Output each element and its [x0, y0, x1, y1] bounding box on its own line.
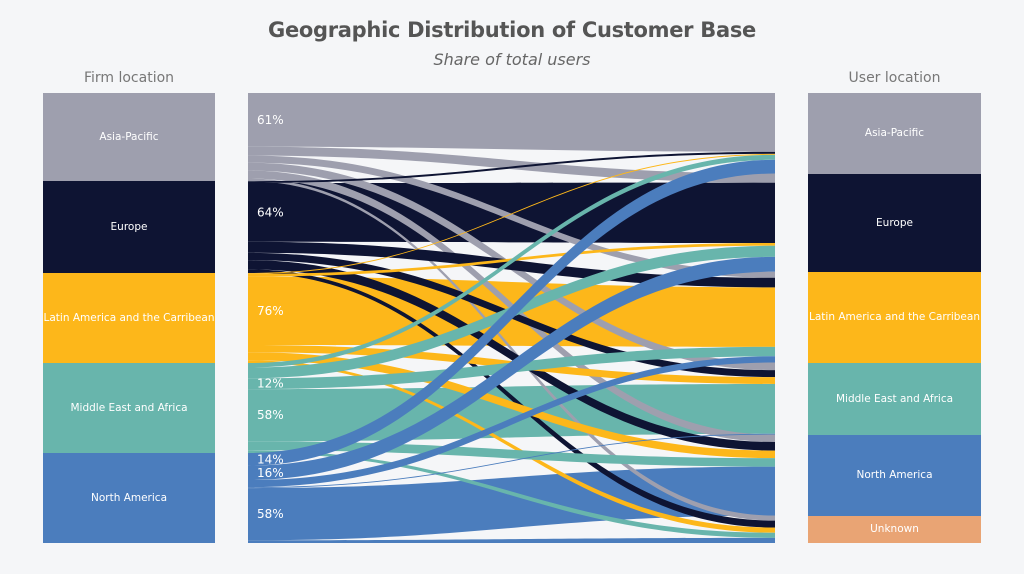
- flow-ap-to-un: [248, 178, 775, 521]
- flow-eu-to-la: [248, 241, 775, 288]
- flow-la-to-un: [248, 360, 775, 533]
- flow-label-me-to-me: 58%: [257, 408, 284, 422]
- flow-eu-to-ap: [248, 151, 775, 184]
- firm-region-la: Latin America and the Carribean: [43, 273, 215, 363]
- user-region-na: North America: [808, 434, 981, 516]
- sankey-flows: 61% 64% 76% 58% 12% 14%16% 58%: [248, 93, 775, 543]
- user-region-ap: Asia-Pacific: [808, 93, 981, 174]
- user-region-un: Unknown: [808, 515, 981, 543]
- user-location-column: Asia-Pacific Europe Latin America and the …: [808, 93, 981, 543]
- flow-ap-to-na: [248, 170, 775, 442]
- flow-me-to-me: [248, 383, 775, 442]
- flow-na-to-me: [248, 433, 775, 489]
- flow-eu-to-un: [248, 269, 775, 528]
- flow-label-eu-to-eu: 64%: [257, 205, 284, 219]
- firm-region-ap: Asia-Pacific: [43, 93, 215, 182]
- flow-la-to-na: [248, 352, 775, 459]
- flow-me-to-un: [248, 450, 775, 538]
- firm-location-header: Firm location: [83, 70, 175, 86]
- flow-ap-to-ap: [248, 93, 775, 152]
- flow-label-la-to-la: 76%: [257, 304, 284, 318]
- user-location-header: User location: [848, 70, 941, 86]
- flow-na-to-la: [248, 356, 775, 488]
- flow-label-me-to-la: 12%: [257, 377, 284, 391]
- flow-la-to-ap: [248, 153, 775, 274]
- flow-label-na-to-ap: 14%: [257, 452, 284, 466]
- flow-ap-to-eu: [248, 146, 775, 183]
- flow-na-to-na: [248, 466, 775, 541]
- flow-eu-to-eu: [248, 182, 775, 243]
- flow-label-na-to-eu: 16%: [257, 466, 284, 480]
- flow-ap-to-la: [248, 155, 775, 278]
- chart-title: Geographic Distribution of Customer Base: [268, 18, 756, 42]
- flow-na-to-eu: [248, 256, 775, 480]
- firm-region-me: Middle East and Africa: [43, 363, 215, 453]
- flow-me-to-ap: [248, 154, 775, 368]
- firm-region-eu: Europe: [43, 181, 215, 273]
- flow-label-na-to-na: 58%: [257, 507, 284, 521]
- flow-na-to-un: [248, 537, 775, 543]
- flow-label-ap-to-ap: 61%: [257, 113, 284, 127]
- firm-location-column: Asia-Pacific Europe Latin America and the …: [43, 93, 215, 543]
- chart-subtitle: Share of total users: [433, 50, 591, 69]
- flow-eu-to-na: [248, 260, 775, 451]
- user-region-me: Middle East and Africa: [808, 362, 981, 435]
- flow-na-to-ap: [248, 159, 775, 466]
- firm-region-na: North America: [43, 453, 215, 543]
- user-region-la: Latin America and the Carribean: [808, 271, 981, 363]
- user-region-eu: Europe: [808, 173, 981, 272]
